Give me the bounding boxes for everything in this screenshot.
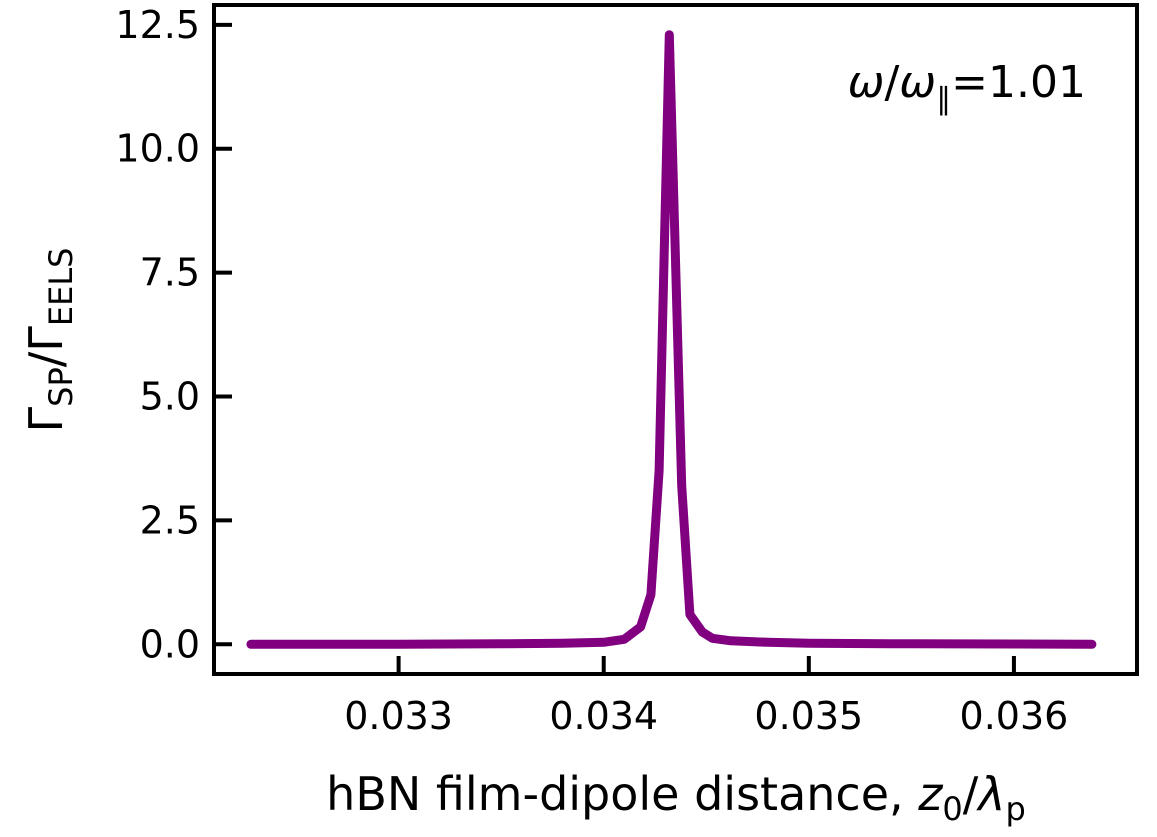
x-tick-label-1: 0.034 (549, 694, 658, 738)
x-tick-label-0: 0.033 (344, 694, 453, 738)
y-tick-label-0: 0.0 (140, 622, 200, 666)
y-tick-label-1: 2.5 (140, 498, 200, 542)
plot-frame (212, 3, 1139, 676)
y-tick-label-3: 7.5 (140, 251, 200, 295)
annotation-slash: / (884, 57, 899, 108)
annotation: ω/ω∥=1.01 (848, 57, 1086, 117)
y-tick-label-2: 5.0 (140, 374, 200, 418)
y-tick-label-4: 10.0 (115, 127, 200, 171)
y-label-slash: / (19, 351, 73, 367)
ticks-layer (214, 22, 1016, 674)
y-label-sub2: EELS (42, 248, 80, 327)
tick-labels-layer: 0.033 0.034 0.035 0.036 0.0 2.5 5.0 7.5 10.0 12.5 (115, 3, 1068, 738)
y-label-sym-2: Γ (19, 326, 73, 352)
annotation-symbol: ω (848, 57, 885, 108)
x-axis-label: hBN film-dipole distance, z0/λp (326, 767, 1026, 828)
series-line (246, 30, 1097, 649)
x-label-var2-sub: p (1006, 790, 1026, 828)
y-axis-label: ΓSP/ΓEELS (19, 248, 80, 433)
y-label-sym: Γ (19, 406, 73, 432)
y-tick-label-5: 12.5 (115, 3, 200, 47)
x-label-var2: λ (975, 767, 1005, 821)
x-label-var-sub: 0 (942, 790, 962, 828)
x-tick-label-3: 0.036 (960, 694, 1069, 738)
x-label-slash: / (963, 767, 979, 821)
x-tick-label-2: 0.035 (754, 694, 863, 738)
annotation-sub: ∥ (936, 82, 951, 117)
annotation-symbol-2: ω (899, 57, 936, 108)
x-label-var: z (917, 767, 943, 821)
annotation-text: =1.01 (951, 57, 1086, 108)
x-label-text: hBN film-dipole distance, (326, 767, 918, 821)
y-label-sub1: SP (42, 367, 80, 407)
